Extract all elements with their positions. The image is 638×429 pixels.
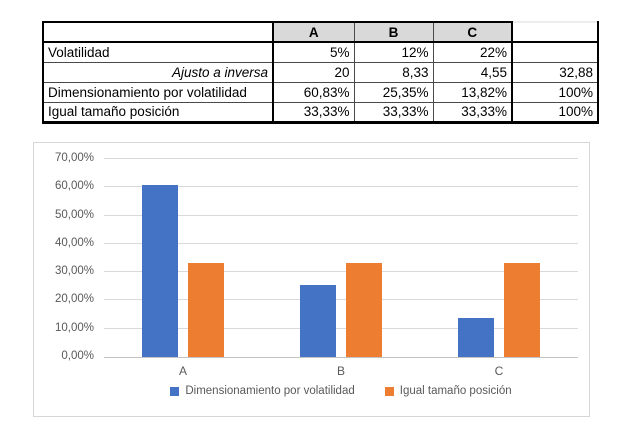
column-header-blank-4[interactable] (511, 21, 599, 43)
table-cell[interactable]: 33,33% (432, 101, 513, 124)
table-cell[interactable]: 25,35% (353, 81, 434, 103)
table-row: Volatilidad 5% 12% 22% (42, 41, 599, 63)
bar-dimensionamiento-por-volatilidad-a[interactable] (142, 184, 178, 357)
table-row: Dimensionamiento por volatilidad 60,83% 25… (42, 81, 599, 103)
gridline (104, 186, 578, 188)
row-label-dimensionamiento-por-volatilidad[interactable]: Dimensionamiento por volatilidad (42, 81, 274, 103)
table-row: Ajusto a inversa 20 8,33 4,55 32,88 (42, 61, 599, 83)
bar-igual-tama-o-posici-n-c[interactable] (504, 262, 540, 357)
column-header-b[interactable]: B (353, 21, 434, 43)
gridline (104, 242, 578, 244)
legend-swatch-icon (170, 386, 180, 396)
x-tick-label-a: A (178, 364, 187, 378)
column-header-a[interactable]: A (272, 21, 355, 43)
row-label-ajusto-a-inversa[interactable]: Ajusto a inversa (42, 61, 274, 83)
table-cell[interactable] (511, 41, 599, 63)
gridline (104, 214, 578, 216)
table-cell[interactable]: 12% (353, 41, 434, 63)
y-tick-label: 0,00% (61, 350, 94, 362)
y-tick-label: 10,00% (54, 321, 94, 334)
bar-dimensionamiento-por-volatilidad-b[interactable] (300, 285, 336, 357)
y-tick-label: 30,00% (54, 265, 94, 278)
y-tick-label: 20,00% (54, 293, 94, 306)
legend-label: Igual tamaño posición (399, 385, 512, 397)
gridline (104, 299, 578, 301)
bar-dimensionamiento-por-volatilidad-c[interactable] (458, 317, 494, 357)
y-tick-label: 60,00% (54, 180, 94, 193)
bar-chart[interactable]: 0,00% 10,00% 20,00% 30,00% 40,00% 50,00% 60,00… (33, 142, 590, 417)
chart-plot-area (104, 158, 578, 358)
table-cell[interactable]: 33,33% (353, 101, 434, 124)
table-cell[interactable]: 100% (511, 101, 599, 124)
y-tick-label: 70,00% (54, 152, 94, 164)
table-cell[interactable]: 4,55 (432, 61, 513, 83)
row-label-volatilidad[interactable]: Volatilidad (42, 41, 274, 63)
table-cell[interactable]: 33,33% (272, 101, 355, 124)
x-tick-label-c: C (494, 364, 504, 378)
table-cell[interactable]: 60,83% (272, 81, 355, 103)
gridline (104, 158, 578, 159)
x-axis-line (104, 357, 578, 358)
table-cell[interactable]: 13,82% (432, 81, 513, 103)
table-cell[interactable]: 5% (272, 41, 355, 63)
table-cell[interactable]: 32,88 (511, 61, 599, 83)
column-header-blank-0[interactable] (42, 21, 274, 43)
table-row: Igual tamaño posición 33,33% 33,33% 33,33% 1… (42, 101, 599, 124)
x-tick-label-b: B (336, 364, 345, 378)
chart-legend: Dimensionamiento por volatilidad Igual ta… (104, 385, 578, 397)
column-header-c[interactable]: C (432, 21, 513, 43)
bar-igual-tama-o-posici-n-b[interactable] (346, 262, 382, 357)
table-cell[interactable]: 22% (432, 41, 513, 63)
legend-swatch-icon (384, 386, 394, 396)
table-cell[interactable]: 20 (272, 61, 355, 83)
legend-label: Dimensionamiento por volatilidad (185, 385, 355, 397)
row-label-igual-tama-o-posici-n[interactable]: Igual tamaño posición (42, 101, 274, 124)
legend-item-igual-tama-o-posici-n[interactable]: Igual tamaño posición (384, 385, 512, 397)
table-cell[interactable]: 100% (511, 81, 599, 103)
gridline (104, 271, 578, 273)
legend-item-dimensionamiento-por-volatilidad[interactable]: Dimensionamiento por volatilidad (170, 385, 355, 397)
table-cell[interactable]: 8,33 (353, 61, 434, 83)
y-tick-label: 50,00% (54, 208, 94, 221)
gridline (104, 327, 578, 329)
bar-igual-tama-o-posici-n-a[interactable] (188, 262, 224, 357)
y-tick-label: 40,00% (54, 236, 94, 249)
